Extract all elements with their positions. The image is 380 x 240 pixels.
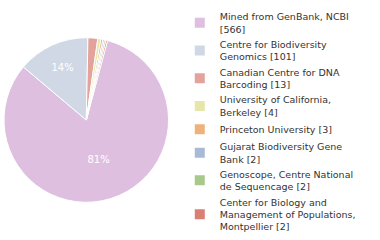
svg-text:University of California,Berke: University of California,Berkeley [4] (220, 94, 331, 117)
svg-text:Genoscope, Centre Nationalde S: Genoscope, Centre Nationalde Sequencage … (220, 169, 353, 192)
svg-text:Princeton University [3]: Princeton University [3] (220, 124, 332, 135)
svg-text:Gujarat Biodiversity GeneBank: Gujarat Biodiversity GeneBank [2] (220, 141, 343, 164)
svg-text:14%: 14% (51, 62, 73, 73)
svg-text:81%: 81% (87, 154, 109, 165)
svg-text:Center for Biology andManageme: Center for Biology andManagement of Popu… (220, 197, 356, 233)
svg-text:Canadian Centre for DNABarcodi: Canadian Centre for DNABarcoding [13] (220, 67, 340, 90)
svg-text:Centre for BiodiversityGenomic: Centre for BiodiversityGenomics [101] (220, 39, 327, 62)
svg-text:Mined from GenBank, NCBI[566]: Mined from GenBank, NCBI[566] (220, 11, 349, 34)
